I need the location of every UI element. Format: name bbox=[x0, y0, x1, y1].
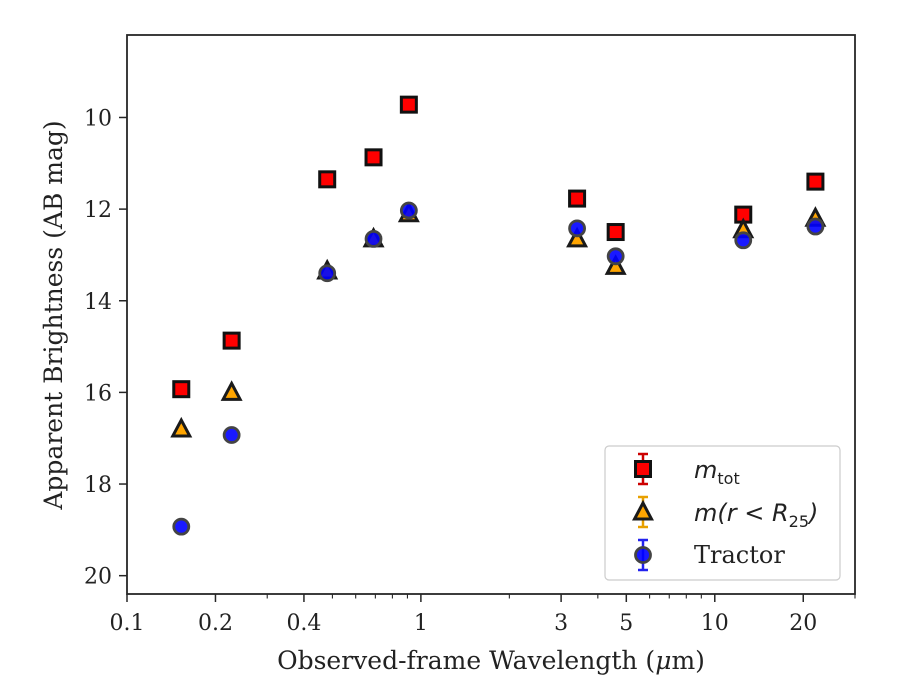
x-axis-label: Observed-frame Wavelength (μm) bbox=[277, 646, 705, 675]
tractor-point-8 bbox=[806, 217, 825, 236]
legend-label-mr25: m(r < R25) bbox=[694, 499, 818, 531]
mr25-point-1 bbox=[220, 380, 243, 401]
tractor-point-6 bbox=[606, 247, 625, 266]
tractor-point-5 bbox=[568, 219, 586, 238]
mr25-point-6 bbox=[604, 254, 627, 275]
tractor-point-0 bbox=[172, 517, 191, 536]
tractor-point-4 bbox=[399, 201, 418, 220]
x-tick-label-5: 5 bbox=[619, 611, 633, 636]
y-axis-label: Apparent Brightness (AB mag) bbox=[39, 120, 68, 510]
mtot-point-3 bbox=[364, 148, 383, 167]
y-tick-label-3: 16 bbox=[84, 381, 112, 406]
y-tick-label-1: 12 bbox=[84, 198, 112, 223]
tractor-point-3 bbox=[364, 229, 383, 248]
x-tick-label-4: 3 bbox=[554, 611, 568, 636]
tractor-point-2 bbox=[318, 264, 337, 283]
x-tick-label-7: 20 bbox=[789, 611, 817, 636]
y-tick-label-2: 14 bbox=[84, 290, 112, 315]
x-tick-label-2: 0.4 bbox=[286, 611, 321, 636]
legend-label-mtot: mtot bbox=[694, 456, 740, 488]
y-axis: 10 12 14 16 18 20 bbox=[84, 106, 127, 590]
x-tick-label-6: 10 bbox=[701, 611, 729, 636]
axes-frame bbox=[126, 34, 856, 595]
mtot-point-4 bbox=[399, 95, 418, 114]
legend-marker-tractor bbox=[634, 538, 652, 572]
x-tick-label-0: 0.1 bbox=[110, 611, 145, 636]
x-tick-label-3: 1 bbox=[414, 611, 428, 636]
mtot-point-1 bbox=[222, 331, 241, 350]
tractor-point-7 bbox=[734, 231, 753, 250]
mr25-point-0 bbox=[170, 416, 193, 438]
x-axis: 0.1 0.2 0.4 1 3 5 10 20 bbox=[110, 594, 856, 636]
legend-label-tractor: Tractor bbox=[694, 541, 785, 569]
legend-marker-mtot bbox=[634, 452, 652, 486]
plot-area bbox=[126, 34, 856, 595]
mtot-point-0 bbox=[172, 380, 191, 399]
y-tick-label-0: 10 bbox=[84, 106, 112, 131]
y-tick-label-5: 20 bbox=[84, 565, 112, 590]
data-markers bbox=[170, 95, 827, 536]
mtot-point-8 bbox=[806, 172, 825, 191]
mr25-point-5 bbox=[566, 226, 589, 248]
mtot-point-2 bbox=[318, 170, 337, 189]
legend-marker-mr25 bbox=[632, 495, 654, 529]
legend: mtot m(r < R25) Tractor bbox=[604, 445, 841, 581]
legend-frame bbox=[604, 445, 841, 581]
x-tick-label-1: 0.2 bbox=[198, 611, 233, 636]
mtot-point-5 bbox=[568, 189, 587, 208]
tractor-point-1 bbox=[222, 426, 241, 444]
y-tick-label-4: 18 bbox=[84, 473, 112, 498]
mtot-point-6 bbox=[606, 223, 625, 242]
